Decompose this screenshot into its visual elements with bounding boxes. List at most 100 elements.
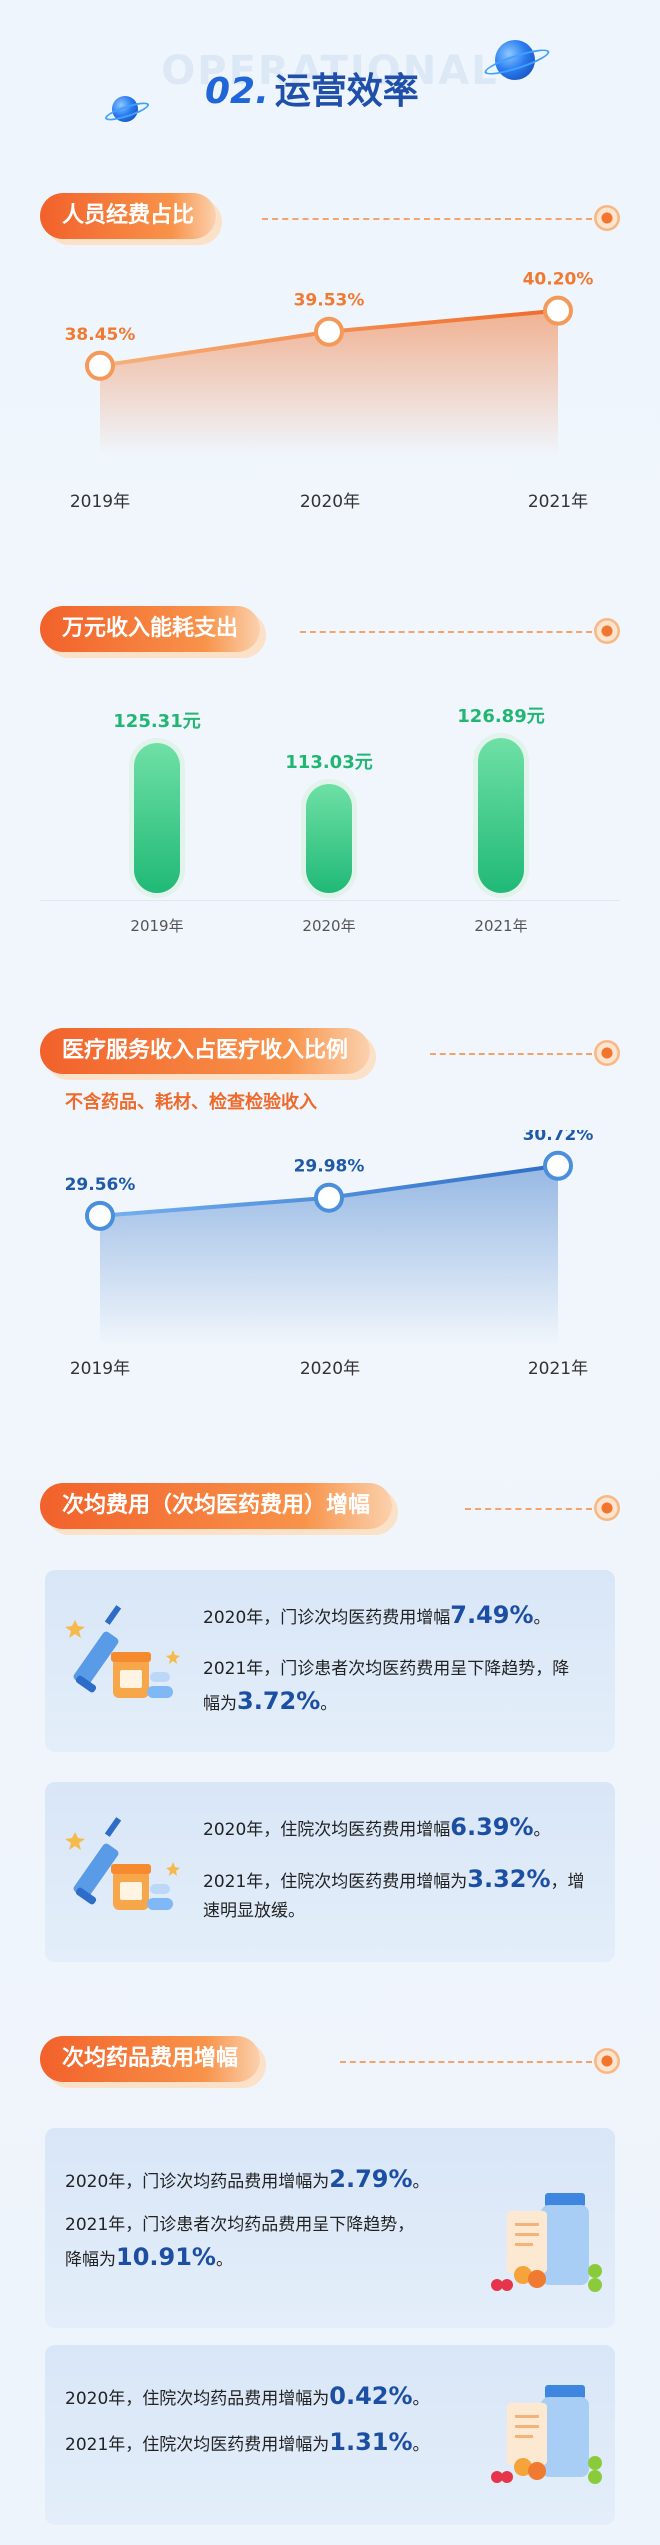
divider bbox=[300, 631, 592, 633]
card-text: 。 bbox=[533, 1820, 551, 1840]
divider bbox=[430, 1053, 592, 1055]
card-line: 2021年，门诊患者次均药品费用呈下降趋势， bbox=[65, 2210, 414, 2240]
chart-area bbox=[100, 1165, 558, 1345]
tick-label: 2019年 bbox=[69, 1359, 131, 1379]
target-icon bbox=[594, 1040, 620, 1066]
section-number: 02. bbox=[205, 71, 269, 112]
highlight-value: 3.32% bbox=[467, 1865, 551, 1893]
data-point bbox=[543, 295, 573, 326]
card-text: 2020年，门诊次均医药费用增幅 bbox=[203, 1608, 451, 1628]
data-point bbox=[85, 1200, 115, 1231]
bar bbox=[306, 784, 352, 893]
data-label: 40.20% bbox=[523, 270, 594, 290]
card-line: 降幅为10.91%。 bbox=[65, 2242, 233, 2275]
chart-area bbox=[100, 310, 558, 455]
card-text: 。 bbox=[533, 1608, 551, 1628]
highlight-value: 1.31% bbox=[329, 2428, 413, 2456]
card-text: 2021年，门诊患者次均医药费用呈下降趋势，降 bbox=[203, 1659, 570, 1679]
header-ghost-text: OPERATIONAL bbox=[161, 48, 499, 94]
target-icon bbox=[594, 205, 620, 231]
data-point bbox=[314, 1182, 344, 1213]
highlight-value: 0.42% bbox=[329, 2382, 413, 2410]
divider bbox=[262, 218, 592, 220]
globe-icon bbox=[112, 96, 138, 122]
card-text: 速明显放缓。 bbox=[203, 1901, 305, 1921]
tick-label: 2019年 bbox=[130, 917, 184, 935]
highlight-value: 10.91% bbox=[116, 2243, 216, 2271]
card-text: 2021年，门诊患者次均药品费用呈下降趋势， bbox=[65, 2215, 415, 2235]
card-text: 2021年，住院次均医药费用增幅为 bbox=[65, 2435, 330, 2455]
card-text: 幅为 bbox=[203, 1694, 237, 1714]
globe-icon bbox=[495, 40, 535, 80]
data-point bbox=[543, 1150, 573, 1181]
tick-label: 2021年 bbox=[527, 1359, 589, 1379]
info-card: 2020年，门诊次均医药费用增幅7.49%。 2021年，门诊患者次均医药费用呈… bbox=[45, 1570, 615, 1752]
highlight-value: 7.49% bbox=[450, 1601, 534, 1629]
section-title-avg-cost: 次均费用（次均医药费用）增幅 bbox=[40, 1483, 393, 1529]
section-title-energy-cost: 万元收入能耗支出 bbox=[40, 606, 261, 652]
divider bbox=[340, 2061, 592, 2063]
highlight-value: 3.72% bbox=[237, 1687, 321, 1715]
section-title-service-ratio: 医疗服务收入占医疗收入比例 bbox=[40, 1028, 371, 1074]
data-label: 125.31元 bbox=[113, 711, 201, 733]
card-text: 降幅为 bbox=[65, 2250, 116, 2270]
tick-label: 2021年 bbox=[527, 492, 589, 512]
card-text: 。 bbox=[215, 2250, 233, 2270]
page-title-text: 运营效率 bbox=[274, 71, 419, 112]
syringe-medicine-illustration bbox=[65, 1817, 180, 1910]
target-icon bbox=[594, 618, 620, 644]
card-line: 2020年，门诊次均药品费用增幅为2.79%。 bbox=[65, 2164, 430, 2197]
divider bbox=[465, 1508, 592, 1510]
service-ratio-line-chart: 29.56% 29.98% 30.72% bbox=[65, 1130, 594, 1345]
card-line: 2021年，住院次均医药费用增幅为1.31%。 bbox=[65, 2427, 430, 2460]
tick-label: 2020年 bbox=[302, 917, 356, 935]
target-icon bbox=[594, 1495, 620, 1521]
card-text: 2021年，住院次均医药费用增幅为 bbox=[203, 1872, 468, 1892]
data-point bbox=[314, 316, 344, 347]
card-text: 。 bbox=[320, 1694, 338, 1714]
card-line: 2020年，住院次均药品费用增幅为0.42%。 bbox=[65, 2381, 430, 2414]
data-label: 39.53% bbox=[294, 291, 365, 311]
medicine-bottle-illustration bbox=[491, 2385, 602, 2484]
baseline bbox=[40, 900, 620, 901]
tick-label: 2019年 bbox=[69, 492, 131, 512]
section-title-staff-cost: 人员经费占比 bbox=[40, 193, 217, 239]
medicine-bottle-illustration bbox=[491, 2193, 602, 2292]
data-label: 30.72% bbox=[523, 1130, 594, 1145]
data-point bbox=[85, 350, 115, 381]
page-title: 02. 运营效率 bbox=[205, 62, 419, 114]
card-line: 2021年，住院次均医药费用增幅为3.32%，增 bbox=[203, 1864, 585, 1897]
data-label: 38.45% bbox=[65, 325, 136, 345]
section-title-drug-cost: 次均药品费用增幅 bbox=[40, 2036, 261, 2082]
card-line: 2021年，门诊患者次均医药费用呈下降趋势，降 bbox=[203, 1654, 569, 1684]
card-text: 。 bbox=[412, 2172, 430, 2192]
card-line: 2020年，门诊次均医药费用增幅7.49%。 bbox=[203, 1600, 551, 1633]
card-text: 2020年，住院次均药品费用增幅为 bbox=[65, 2389, 330, 2409]
card-text: ，增 bbox=[550, 1872, 585, 1892]
data-label: 29.56% bbox=[65, 1175, 136, 1195]
highlight-value: 6.39% bbox=[450, 1813, 534, 1841]
card-line: 速明显放缓。 bbox=[203, 1896, 305, 1926]
bar bbox=[478, 738, 524, 893]
syringe-medicine-illustration bbox=[65, 1605, 180, 1698]
info-card: 2020年，住院次均医药费用增幅6.39%。 2021年，住院次均医药费用增幅为… bbox=[45, 1782, 615, 1962]
info-card: 2020年，门诊次均药品费用增幅为2.79%。 2021年，门诊患者次均药品费用… bbox=[45, 2128, 615, 2328]
card-text: 2020年，门诊次均药品费用增幅为 bbox=[65, 2172, 330, 2192]
card-text: 。 bbox=[412, 2389, 430, 2409]
section-subtitle: 不含药品、耗材、检查检验收入 bbox=[65, 1092, 317, 1113]
bar bbox=[134, 743, 180, 893]
card-line: 2020年，住院次均医药费用增幅6.39%。 bbox=[203, 1812, 551, 1845]
tick-label: 2020年 bbox=[299, 492, 361, 512]
data-label: 113.03元 bbox=[285, 752, 373, 773]
tick-label: 2020年 bbox=[299, 1359, 361, 1379]
tick-label: 2021年 bbox=[474, 917, 528, 935]
target-icon bbox=[594, 2048, 620, 2074]
data-label: 126.89元 bbox=[457, 706, 545, 728]
card-text: 2020年，住院次均医药费用增幅 bbox=[203, 1820, 451, 1840]
staff-cost-line-chart: 38.45% 39.53% 40.20% bbox=[65, 270, 594, 455]
info-card: 2020年，住院次均药品费用增幅为0.42%。 2021年，住院次均医药费用增幅… bbox=[45, 2345, 615, 2525]
highlight-value: 2.79% bbox=[329, 2165, 413, 2193]
data-label: 29.98% bbox=[294, 1157, 365, 1177]
card-line: 幅为3.72%。 bbox=[203, 1686, 337, 1719]
card-text: 。 bbox=[412, 2435, 430, 2455]
